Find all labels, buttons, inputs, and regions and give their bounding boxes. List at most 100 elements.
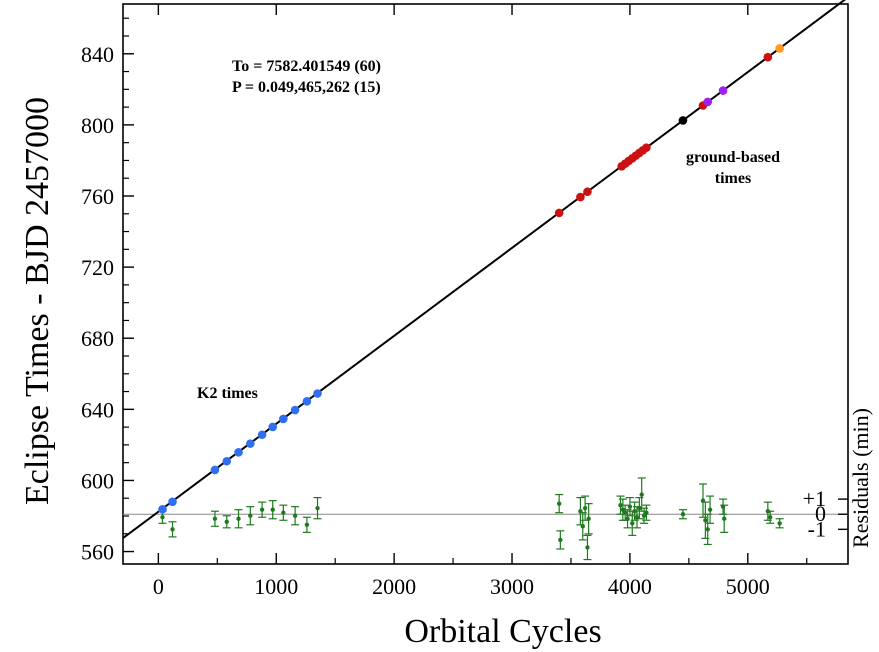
residual-marker [558,537,563,543]
residual-point [621,504,630,521]
residual-point [578,512,587,541]
k2-point [257,430,267,440]
residual-point [775,518,784,529]
k2-point [268,422,278,432]
residual-tick-label: 0 [815,501,826,526]
residual-marker [703,518,708,523]
residual-point [642,504,651,521]
black_point-point [678,116,688,125]
x-tick-label: 0 [153,574,164,599]
plot-frame [122,3,849,565]
x-tick-label: 2000 [372,574,416,599]
x-axis-title: Orbital Cycles [404,613,601,650]
residual-marker [556,501,562,506]
ground-point [576,192,585,202]
ground-point [554,208,564,218]
residual-point [168,521,177,538]
y-axis-ticks: 560 600 640 680 720 760 800 840 [81,17,134,565]
residual-marker [304,522,310,527]
residual-marker [259,507,265,512]
residual-point [678,509,687,520]
residual-marker [641,513,647,518]
y-tick-label: 800 [81,113,114,138]
x-tick-label: 1000 [254,574,298,599]
magenta-point [703,97,713,107]
residual-point [706,495,715,524]
y-tick-label: 840 [81,42,114,67]
k2-point [158,504,167,514]
residual-point [279,504,288,521]
residual-axis-title: Residuals (min) [848,408,873,548]
k2-point [290,405,300,415]
residual-marker [767,515,773,520]
y-tick-label: 720 [81,255,114,280]
residual-marker [705,527,710,532]
residual-point [555,493,564,514]
residual-marker [248,513,253,518]
residual-marker [160,515,165,520]
residual-point [703,513,712,546]
x-tick-label: 4000 [608,574,652,599]
magenta-point [718,86,728,95]
residual-marker [586,516,591,521]
x-tick-label: 3000 [490,574,534,599]
residual-point [625,497,634,517]
residual-point [628,510,637,536]
residual-marker [627,504,633,509]
k2-point [313,389,322,398]
residual-tick-label: +1 [803,486,826,511]
residual-marker [292,513,298,518]
ground-point [642,143,651,152]
residual-point [720,504,729,533]
residual-point [719,498,728,515]
residual-point [701,501,710,540]
residual-marker [630,521,635,526]
residual-marker [722,516,727,521]
residual-point [584,503,593,535]
k2-point [279,414,288,424]
residual-point [766,510,775,524]
residual-point [246,506,255,526]
k2-point [234,448,243,457]
residual-marker [777,521,782,526]
residual-marker [585,545,590,550]
residual-point [302,516,311,533]
residual-axis-ticks: +10-1 [803,486,848,541]
k2-point [210,465,220,475]
residual-points [158,477,784,561]
residual-point [234,509,243,529]
residual-marker [707,507,713,512]
y-axis-title: Eclipse Times - BJD 2457000 [19,97,56,505]
residual-marker [644,510,649,515]
residual-point [556,530,565,550]
residual-tick-label: -1 [808,516,826,541]
residual-point [623,509,632,529]
k2-point [168,497,177,507]
residual-point [222,515,231,529]
eclipse-points [158,44,784,514]
x-tick-label: 5000 [726,574,770,599]
y-tick-label: 760 [81,184,114,209]
residual-marker [224,519,229,524]
ground-point [763,52,773,62]
y-tick-label: 560 [81,540,114,565]
residual-point [291,506,300,526]
k2-point [302,397,312,406]
k2-point [222,456,232,466]
residual-marker [620,507,626,512]
residual-marker [680,512,686,517]
ephemeris-period: P = 0.049,465,262 (15) [232,79,381,96]
residual-marker [315,505,320,511]
ground-label-line2: times [715,170,751,187]
residual-marker [212,516,218,521]
ephemeris-t0: To = 7582.401549 (60) [232,58,381,75]
residual-marker [637,505,642,511]
residual-point [313,497,322,520]
residual-marker [622,510,628,515]
y-tick-label: 600 [81,468,114,493]
residual-marker [582,505,588,511]
y-tick-label: 680 [81,326,114,351]
residual-point [268,500,277,520]
residual-marker [632,509,637,514]
